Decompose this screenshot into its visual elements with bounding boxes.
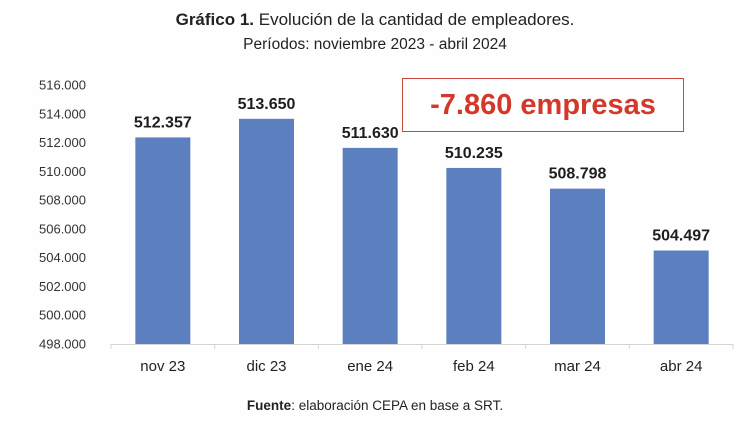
chart-title-prefix: Gráfico 1. xyxy=(175,10,255,29)
data-label: 513.650 xyxy=(238,96,296,113)
y-axis: 498.000 500.000 502.000 504.000 506.000 508.0… xyxy=(39,78,86,352)
y-tick-label: 514.000 xyxy=(39,106,86,121)
y-tick-label: 508.000 xyxy=(39,193,86,208)
x-axis: nov 23 dic 23 ene 24 feb 24 mar 24 abr 24 xyxy=(110,344,734,375)
x-tick-label: ene 24 xyxy=(347,358,393,375)
x-tick-label: feb 24 xyxy=(453,358,495,375)
x-tick-label: nov 23 xyxy=(140,358,185,375)
data-label: 504.497 xyxy=(652,228,710,245)
x-tick-label: abr 24 xyxy=(660,358,703,375)
bars: 512.357 513.650 511.630 510.235 508.798 504.4… xyxy=(134,96,710,344)
bar-abr-24 xyxy=(653,250,709,344)
bar-mar-24 xyxy=(550,188,605,344)
x-tick-label: mar 24 xyxy=(554,358,601,375)
data-label: 508.798 xyxy=(549,166,607,183)
y-tick-label: 500.000 xyxy=(39,308,86,323)
chart-subtitle: Períodos: noviembre 2023 - abril 2024 xyxy=(243,36,507,53)
chart-title: Gráfico 1. Evolución de la cantidad de e… xyxy=(0,10,750,30)
source-text: : elaboración CEPA en base a SRT. xyxy=(291,398,504,413)
y-tick-label: 512.000 xyxy=(39,135,86,150)
y-tick-label: 510.000 xyxy=(39,164,86,179)
bar-nov-23 xyxy=(135,137,191,344)
bar-feb-24 xyxy=(446,167,502,344)
y-tick-label: 498.000 xyxy=(39,337,86,352)
x-tick-label: dic 23 xyxy=(246,358,286,375)
y-tick-label: 504.000 xyxy=(39,250,86,265)
y-tick-label: 516.000 xyxy=(39,78,86,93)
source-note: Fuente: elaboración CEPA en base a SRT. xyxy=(0,398,750,413)
y-tick-label: 506.000 xyxy=(39,221,86,236)
data-label: 511.630 xyxy=(342,125,399,142)
data-label: 512.357 xyxy=(134,114,192,131)
data-label: 510.235 xyxy=(445,145,503,162)
bar-dic-23 xyxy=(239,118,294,344)
source-label: Fuente xyxy=(246,398,292,413)
bar-ene-24 xyxy=(342,147,398,344)
y-tick-label: 502.000 xyxy=(39,279,86,294)
chart-title-text: Evolución de la cantidad de empleadores. xyxy=(258,10,575,29)
change-annotation: -7.860 empresas xyxy=(402,78,684,132)
